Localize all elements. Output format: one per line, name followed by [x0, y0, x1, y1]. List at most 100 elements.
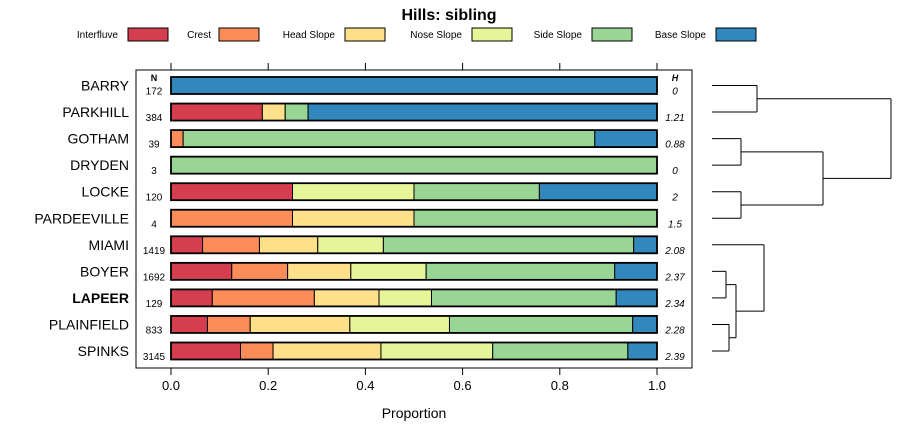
- legend-label: Head Slope: [283, 30, 336, 41]
- category-label: MIAMI: [89, 237, 129, 253]
- bar-segment: [378, 288, 432, 307]
- bar-segment: [211, 288, 315, 307]
- category-label: BARRY: [81, 78, 130, 94]
- bar-segment: [170, 182, 293, 201]
- bar-segment: [538, 182, 658, 201]
- n-value: 833: [146, 325, 163, 336]
- category-label: LAPEER: [72, 290, 129, 306]
- bar-rows: BARRY 172 0 PARKHILL 384 1.21 GOTHAM 39 0.88 DRYD…: [34, 78, 685, 364]
- legend-label: Nose Slope: [410, 30, 462, 41]
- bar-segment: [413, 209, 658, 228]
- legend-label: Base Slope: [655, 30, 707, 41]
- legend-swatch: [218, 27, 260, 42]
- bar-segment: [425, 262, 616, 281]
- category-label: PARDEEVILLE: [34, 210, 129, 226]
- category-label: PLAINFIELD: [49, 316, 129, 332]
- bar-segment: [170, 262, 233, 281]
- h-value: 2.37: [664, 272, 685, 283]
- bar-segment: [261, 103, 286, 122]
- bar-segment: [170, 342, 241, 360]
- bar-outline: [170, 155, 658, 175]
- n-value: 129: [146, 299, 163, 310]
- category-label: GOTHAM: [68, 131, 129, 147]
- h-value: 2.39: [664, 352, 685, 363]
- bar-outline: [170, 235, 658, 255]
- bar-outline: [170, 261, 658, 281]
- legend-swatch: [344, 27, 386, 42]
- n-value: 39: [148, 140, 160, 151]
- bar-segment: [170, 315, 208, 334]
- n-value: 3145: [143, 352, 166, 363]
- bar-segment: [231, 262, 289, 281]
- bar-segment: [382, 235, 635, 254]
- bar-outline: [170, 341, 658, 361]
- bar-segment: [349, 315, 450, 334]
- bar-segment: [239, 342, 274, 360]
- x-tick-label: 0.2: [259, 378, 277, 393]
- x-tick-label: 0.6: [454, 378, 472, 393]
- h-column-header: H: [672, 73, 679, 83]
- bar-segment: [170, 103, 263, 122]
- bar-outline: [170, 288, 658, 308]
- x-tick-label: 0.8: [551, 378, 569, 393]
- legend-swatch: [127, 27, 169, 42]
- bar-outline: [170, 315, 658, 334]
- h-value: 2.28: [664, 325, 685, 336]
- category-label: PARKHILL: [62, 104, 129, 120]
- legend-label: Interfluve: [77, 30, 119, 41]
- legend-swatch: [591, 27, 633, 42]
- h-value: 2.08: [664, 246, 685, 257]
- bar-segment: [430, 288, 617, 307]
- bar-segment: [350, 262, 427, 281]
- bar-segment: [614, 262, 658, 281]
- category-label: BOYER: [80, 263, 129, 279]
- legend-label: Side Slope: [534, 30, 583, 41]
- x-tick-label: 1.0: [648, 378, 666, 393]
- bar-segment: [413, 182, 540, 201]
- h-value: 0: [672, 87, 678, 98]
- bar-segment: [615, 288, 658, 307]
- x-axis-label: Proportion: [382, 405, 447, 421]
- bar-segment: [249, 315, 351, 334]
- h-value: 2: [671, 193, 678, 204]
- bar-segment: [448, 315, 634, 334]
- bar-segment: [627, 342, 658, 360]
- category-label: SPINKS: [78, 343, 129, 359]
- bar-segment: [170, 76, 658, 95]
- bar-segment: [307, 103, 658, 122]
- bar-segment: [292, 182, 415, 201]
- x-axis: 0.0 0.2 0.4 0.6 0.8 1.0: [162, 63, 666, 393]
- bar-outline: [170, 182, 658, 202]
- n-value: 1692: [143, 272, 166, 283]
- bar-segment: [202, 235, 260, 254]
- legend-label: Crest: [187, 30, 211, 41]
- n-value: 384: [146, 113, 163, 124]
- bar-segment: [317, 235, 384, 254]
- bar-segment: [182, 129, 596, 148]
- legend-swatch: [471, 27, 513, 42]
- category-label: LOCKE: [82, 184, 129, 200]
- bar-segment: [380, 342, 494, 360]
- h-value: 0.88: [665, 140, 685, 151]
- category-label: DRYDEN: [70, 157, 129, 173]
- bar-segment: [272, 342, 382, 360]
- chart-title: Hills: sibling: [401, 7, 496, 24]
- n-value: 172: [146, 87, 163, 98]
- bar-outline: [170, 129, 658, 149]
- n-value: 3: [151, 166, 157, 177]
- bars: [170, 76, 658, 361]
- x-tick-label: 0.4: [356, 378, 374, 393]
- bar-segment: [292, 209, 415, 228]
- bar-outline: [170, 76, 658, 95]
- bar-segment: [258, 235, 319, 254]
- bar-segment: [170, 288, 213, 307]
- bar-segment: [287, 262, 352, 281]
- h-value: 2.34: [664, 299, 685, 310]
- legend: Interfluve Crest Head Slope Nose Slope Side …: [77, 27, 757, 42]
- h-value: 0: [672, 166, 678, 177]
- n-column-header: N: [151, 73, 158, 83]
- bar-segment: [206, 315, 251, 334]
- h-value: 1.21: [665, 113, 684, 124]
- n-value: 120: [146, 193, 163, 204]
